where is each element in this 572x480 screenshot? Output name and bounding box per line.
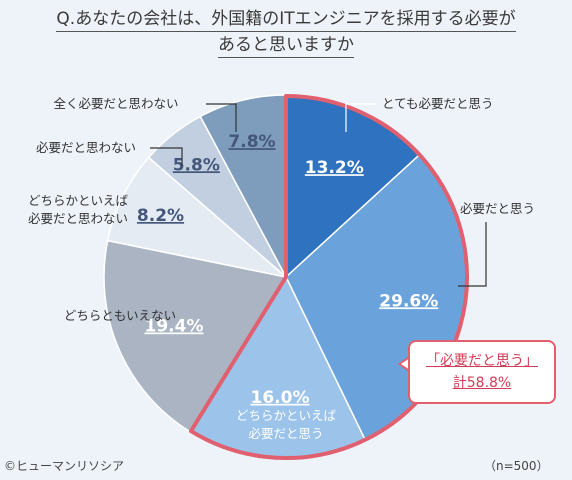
title-line-2: あると思いますか (218, 33, 354, 58)
callout-line-1: 「必要だと思う」 (426, 353, 538, 369)
value-label-6: 7.8% (228, 132, 275, 152)
leader-line-3 (150, 147, 183, 166)
value-label-2: 16.0% (251, 388, 310, 408)
value-label-0: 13.2% (305, 158, 364, 178)
pie-slice-4 (106, 156, 289, 279)
pie-slice-3 (103, 239, 288, 433)
category-label-3: どちらともいえない (64, 308, 176, 323)
callout-pointer-fill (401, 358, 410, 370)
total-callout: 「必要だと思う」 計58.8% (408, 340, 556, 404)
category-label-2: どちらかといえば必要だと思う (236, 408, 337, 441)
value-label-5: 5.8% (173, 155, 220, 175)
chart-title: Q.あなたの会社は、外国籍のITエンジニアを採用する必要が あると思いますか (0, 6, 572, 58)
value-label-4: 8.2% (137, 206, 184, 226)
category-label-5: 必要だと思わない (36, 140, 136, 155)
credit: ©ヒューマンリソシア (4, 459, 125, 473)
category-label-0: とても必要だと思う (382, 96, 494, 111)
category-label-1: 必要だと思う (460, 201, 535, 216)
value-label-3: 19.4% (145, 317, 204, 337)
category-label-4: どちらかといえば必要だと思わない (28, 193, 129, 226)
value-label-1: 29.6% (379, 291, 438, 311)
callout-line-2: 計58.8% (452, 375, 512, 391)
category-label-6: 全く必要だと思わない (53, 96, 178, 111)
leader-line-1 (458, 222, 487, 287)
leader-line-2 (206, 103, 237, 132)
sample-size: （n=500） (484, 459, 549, 473)
highlight-outline (188, 94, 469, 460)
leader-line-0 (345, 103, 376, 132)
